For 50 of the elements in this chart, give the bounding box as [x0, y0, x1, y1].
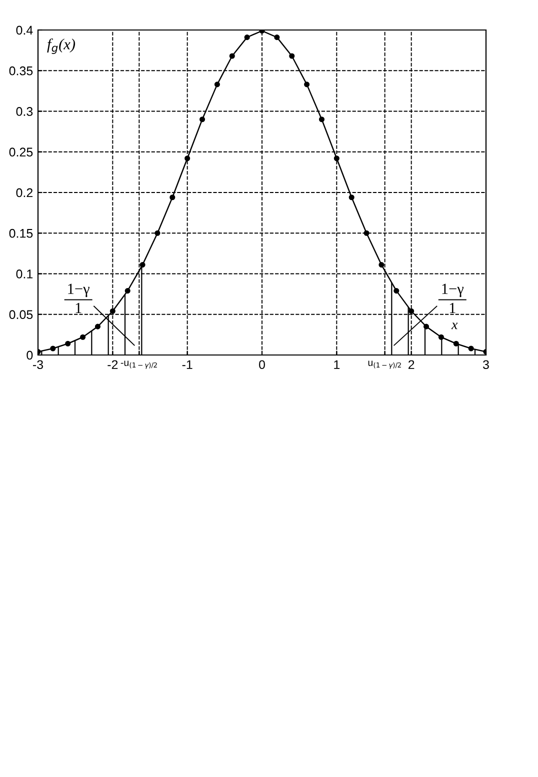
point [453, 340, 459, 346]
x-tick-label: -2 [108, 360, 118, 369]
point [378, 262, 384, 268]
y-tick-label: 0.05 [9, 310, 33, 320]
x-tick-label: 1 [334, 360, 340, 369]
point [199, 116, 206, 122]
point [364, 230, 370, 236]
y-tick-label: 0.2 [16, 188, 33, 198]
point [304, 82, 310, 88]
point [334, 156, 340, 162]
y-tick-label: 0.3 [16, 107, 33, 116]
point [80, 334, 86, 340]
point [289, 53, 295, 59]
x-tick-label: -u$_{(1−γ)/2}$ [120, 360, 157, 369]
point [184, 156, 190, 162]
x-tick-label: -3 [33, 360, 44, 370]
x-tick-label: -1 [182, 360, 192, 369]
x-tick-label: u$_{(1−γ)/2}$ [368, 360, 401, 369]
point [140, 262, 146, 268]
annotation: 1−γ 1 [68, 284, 90, 313]
point [154, 230, 160, 236]
point [50, 346, 56, 352]
point [423, 324, 430, 330]
y-tick-label: 0 [26, 350, 33, 360]
point [244, 34, 250, 40]
x-tick-label: 2 [408, 360, 414, 369]
y-tick-label: 0.25 [9, 148, 33, 157]
point [170, 194, 176, 200]
y-tick-label: 0.35 [9, 66, 33, 76]
point [65, 340, 71, 346]
x-tick-label: 0 [259, 360, 265, 370]
point [110, 308, 116, 314]
y-tick-label: 0.15 [9, 228, 33, 238]
point [394, 288, 400, 294]
point [468, 346, 474, 352]
point [94, 324, 101, 330]
y-axis-title: f$_{g}$(x) [47, 38, 76, 54]
x-tick-label: 3 [483, 360, 489, 370]
point [408, 308, 414, 314]
point [274, 34, 280, 40]
point [229, 53, 235, 59]
x-axis-title: x [451, 322, 458, 330]
point [124, 288, 130, 294]
point [214, 82, 220, 88]
point [348, 194, 354, 200]
y-tick-label: 0.4 [16, 26, 33, 35]
point [438, 334, 444, 340]
point [318, 116, 325, 122]
y-tick-label: 0.1 [16, 270, 33, 278]
annotation: 1−γ 1 [442, 284, 464, 313]
